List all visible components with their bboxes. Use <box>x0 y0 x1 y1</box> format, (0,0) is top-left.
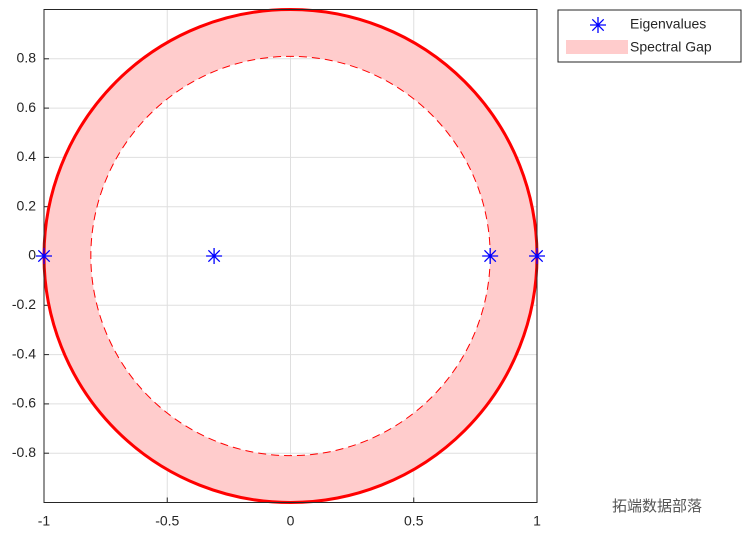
legend-marker <box>590 17 606 33</box>
x-tick-label: 1 <box>533 513 541 529</box>
y-tick-label: 0.4 <box>17 148 37 164</box>
eigenvalue-marker <box>36 248 52 264</box>
y-tick-label: 0.6 <box>17 99 37 115</box>
x-tick-label: 0 <box>287 513 295 529</box>
y-tick-label: 0.8 <box>17 50 37 66</box>
y-tick-label: 0 <box>28 247 36 263</box>
y-tick-label: -0.2 <box>12 296 36 312</box>
y-tick-label: -0.4 <box>12 345 36 361</box>
watermark: 拓端数据部落 <box>612 498 702 515</box>
eigenvalue-marker <box>482 248 499 264</box>
y-tick-label: 0.2 <box>17 197 37 213</box>
eigenvalue-marker <box>529 248 545 264</box>
x-tick-label: -1 <box>38 513 51 529</box>
x-tick-label: -0.5 <box>155 513 179 529</box>
legend-label: Eigenvalues <box>630 16 706 32</box>
y-tick-label: -0.6 <box>12 395 36 411</box>
x-tick-label: 0.5 <box>404 513 424 529</box>
legend-swatch <box>566 40 628 54</box>
y-tick-label: -0.8 <box>12 444 36 460</box>
eigenvalue-marker <box>206 248 223 264</box>
legend-label: Spectral Gap <box>630 39 712 55</box>
